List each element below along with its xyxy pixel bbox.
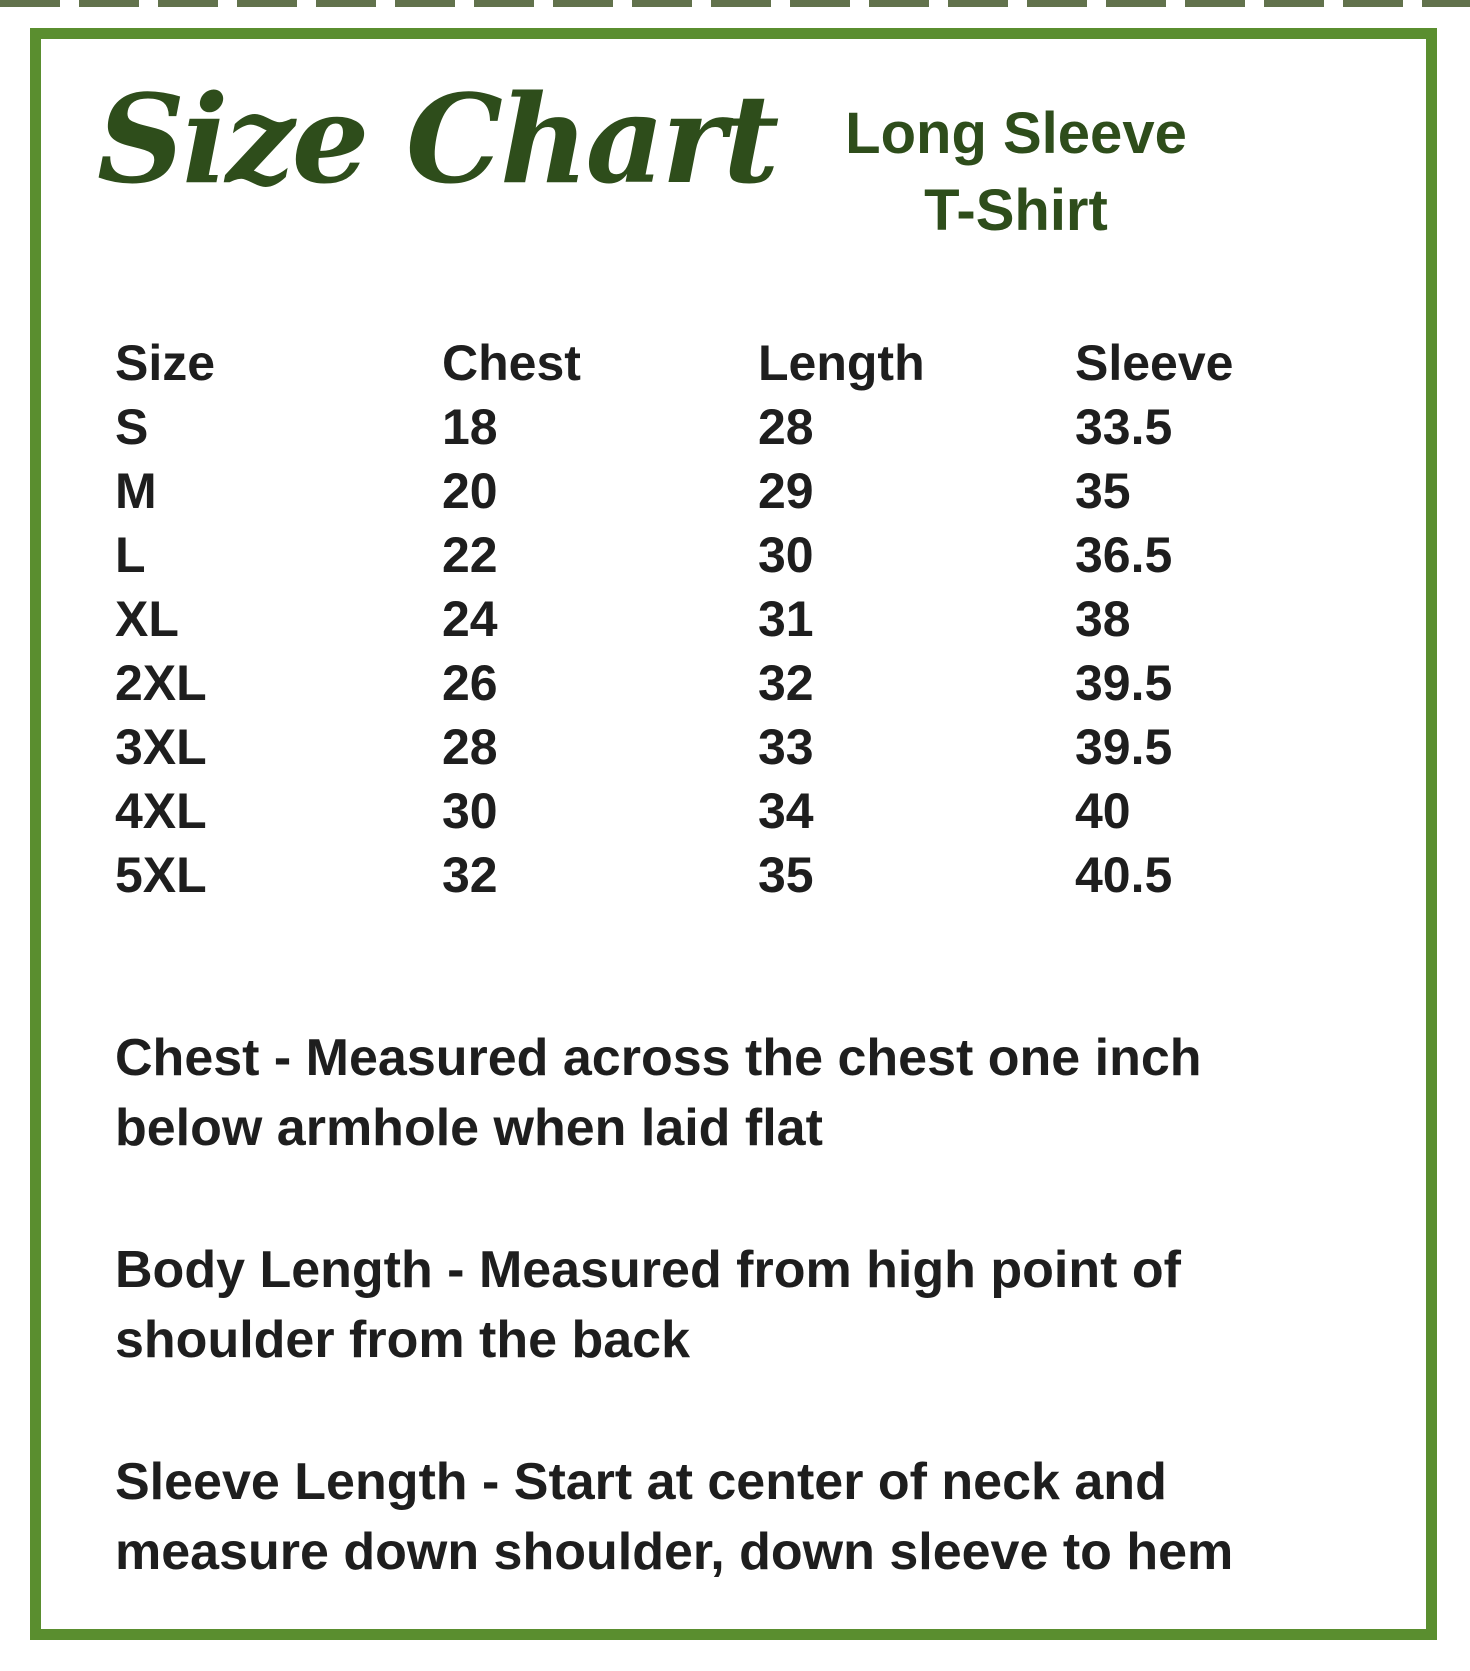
product-name: Long Sleeve T-Shirt xyxy=(781,95,1251,249)
length-cell: 29 xyxy=(758,463,814,519)
chest-cell: 32 xyxy=(442,847,498,903)
sleeve-cell: 36.5 xyxy=(1075,527,1173,583)
chest-cell: 22 xyxy=(442,527,498,583)
top-edge-dash-artifact xyxy=(0,0,1470,7)
size-cell: M xyxy=(115,463,157,519)
column-header-length: Length xyxy=(758,335,925,391)
size-table: Size Chest Length Sleeve S 18 28 33.5 M … xyxy=(115,331,1332,907)
note-sleeve-length-line1: Sleeve Length - Start at center of neck … xyxy=(115,1453,1167,1511)
measurement-notes: Chest - Measured across the chest one in… xyxy=(115,1023,1445,1659)
size-cell: 5XL xyxy=(115,847,207,903)
note-chest-line1: Chest - Measured across the chest one in… xyxy=(115,1029,1202,1087)
length-cell: 32 xyxy=(758,655,814,711)
note-sleeve-length-line2: measure down shoulder, down sleeve to he… xyxy=(115,1523,1234,1581)
column-header-size: Size xyxy=(115,335,216,391)
sleeve-cell: 33.5 xyxy=(1075,399,1173,455)
chest-cell: 26 xyxy=(442,655,498,711)
product-name-line1: Long Sleeve xyxy=(845,101,1187,166)
length-cell: 30 xyxy=(758,527,814,583)
size-cell: S xyxy=(115,399,149,455)
chest-cell: 20 xyxy=(442,463,498,519)
note-body-length-line2: shoulder from the back xyxy=(115,1311,690,1369)
length-cell: 35 xyxy=(758,847,814,903)
chest-cell: 28 xyxy=(442,719,498,775)
sleeve-cell: 38 xyxy=(1075,591,1131,647)
green-border-frame: Size Chart Long Sleeve T-Shirt Size Ches… xyxy=(30,28,1437,1640)
column-header-sleeve: Sleeve xyxy=(1075,335,1234,391)
chest-cell: 18 xyxy=(442,399,498,455)
size-cell: 2XL xyxy=(115,655,207,711)
sleeve-cell: 40 xyxy=(1075,783,1131,839)
column-header-chest: Chest xyxy=(442,335,581,391)
page-title: Size Chart xyxy=(97,67,779,211)
note-chest-line2: below armhole when laid flat xyxy=(115,1099,823,1157)
length-cell: 28 xyxy=(758,399,814,455)
sleeve-cell: 40.5 xyxy=(1075,847,1173,903)
length-cell: 34 xyxy=(758,783,814,839)
note-body-length-line1: Body Length - Measured from high point o… xyxy=(115,1241,1181,1299)
length-cell: 31 xyxy=(758,591,814,647)
sleeve-cell: 39.5 xyxy=(1075,719,1173,775)
product-name-line2: T-Shirt xyxy=(924,178,1108,243)
chest-cell: 30 xyxy=(442,783,498,839)
sleeve-cell: 35 xyxy=(1075,463,1131,519)
size-cell: L xyxy=(115,527,146,583)
size-cell: 3XL xyxy=(115,719,207,775)
note-chest: Chest - Measured across the chest one in… xyxy=(115,1023,1445,1163)
note-body-length: Body Length - Measured from high point o… xyxy=(115,1235,1445,1375)
sleeve-cell: 39.5 xyxy=(1075,655,1173,711)
size-cell: XL xyxy=(115,591,179,647)
note-sleeve-length: Sleeve Length - Start at center of neck … xyxy=(115,1447,1445,1587)
size-cell: 4XL xyxy=(115,783,207,839)
chest-cell: 24 xyxy=(442,591,498,647)
length-cell: 33 xyxy=(758,719,814,775)
